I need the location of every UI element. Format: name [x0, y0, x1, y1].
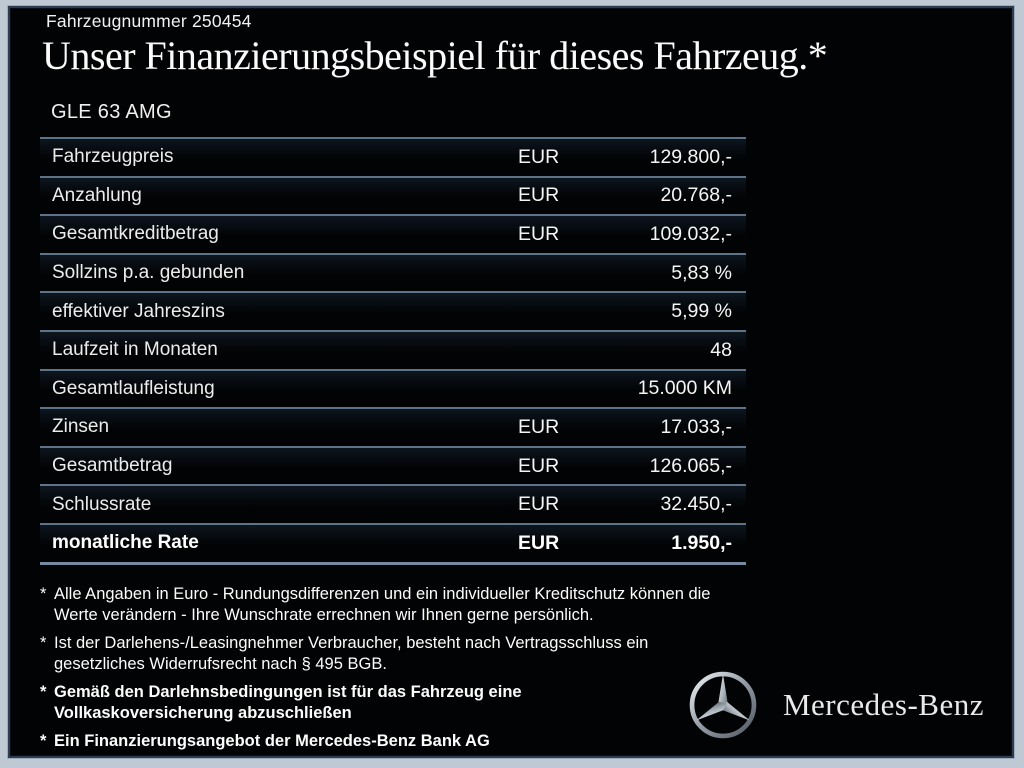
row-amount: EUR 32.450,- [518, 493, 746, 516]
row-value: 15.000 KM [637, 377, 732, 400]
footnote: * Ist der Darlehens-/Leasingnehmer Verbra… [40, 633, 755, 675]
row-value: 48 [710, 338, 732, 361]
table-row: Laufzeit in Monaten 48 [40, 329, 746, 369]
row-amount: EUR 20.768,- [518, 184, 746, 207]
row-label: Sollzins p.a. gebunden [52, 262, 245, 284]
row-value: 32.450,- [660, 493, 732, 516]
row-currency: EUR [518, 454, 560, 477]
brand-logo: Mercedes-Benz [687, 669, 984, 741]
row-amount: 48 [518, 339, 746, 362]
row-label: Schlussrate [52, 493, 152, 515]
content-panel: Fahrzeugnummer 250454 Unser Finanzierung… [8, 6, 1014, 758]
table-row: Schlussrate EUR 32.450,- [40, 484, 746, 523]
table-row: effektiver Jahreszins 5,99 % [40, 291, 746, 330]
row-label: Laufzeit in Monaten [52, 339, 218, 361]
row-value: 17.033,- [660, 415, 732, 438]
row-currency: EUR [518, 145, 560, 168]
table-row: Zinsen EUR 17.033,- [40, 407, 746, 446]
row-value: 1.950,- [671, 531, 732, 554]
row-currency: EUR [518, 531, 560, 554]
row-currency: EUR [518, 493, 560, 516]
footnote-text: Alle Angaben in Euro - Rundungsdifferenz… [54, 585, 711, 624]
row-value: 5,83 % [671, 261, 732, 284]
row-label: Zinsen [52, 416, 110, 438]
table-row: Sollzins p.a. gebunden 5,83 % [40, 252, 746, 292]
table-row: Anzahlung EUR 20.768,- [40, 175, 746, 215]
footnote: * Gemäß den Darlehnsbedingungen ist für d… [40, 682, 755, 724]
footnotes: * Alle Angaben in Euro - Rundungsdifferen… [40, 584, 755, 759]
footnote-marker: * [40, 732, 47, 750]
mercedes-star-icon [689, 671, 757, 739]
row-label: Gesamtkreditbetrag [52, 223, 219, 245]
row-label: Gesamtlaufleistung [52, 377, 215, 399]
row-label: Gesamtbetrag [52, 455, 173, 477]
row-value: 109.032,- [649, 222, 732, 245]
row-label: Fahrzeugpreis [52, 146, 174, 168]
vehicle-model: GLE 63 AMG [51, 101, 172, 123]
brand-wordmark: Mercedes-Benz [782, 687, 984, 722]
footnote: * Alle Angaben in Euro - Rundungsdifferen… [40, 584, 755, 626]
table-row: Gesamtbetrag EUR 126.065,- [40, 445, 746, 485]
footnote-marker: * [40, 634, 47, 652]
row-amount: EUR 17.033,- [518, 416, 746, 439]
row-value: 5,99 % [671, 300, 732, 323]
footnote: * Ein Finanzierungsangebot der Mercedes-B… [40, 731, 755, 752]
footnote-text: Gemäß den Darlehnsbedingungen ist für da… [54, 683, 522, 722]
row-label: effektiver Jahreszins [52, 300, 225, 322]
finance-table: Fahrzeugpreis EUR 129.800,- Anzahlung EUR 20.… [40, 137, 746, 565]
row-label: Anzahlung [52, 184, 142, 206]
row-currency: EUR [518, 415, 560, 438]
page-title: Unser Finanzierungsbeispiel für dieses F… [42, 33, 828, 78]
table-row: Gesamtkreditbetrag EUR 109.032,- [40, 214, 746, 253]
footnote-marker: * [40, 585, 47, 603]
row-amount: EUR 129.800,- [518, 146, 746, 169]
row-currency: EUR [518, 222, 560, 245]
table-row: Gesamtlaufleistung 15.000 KM [40, 368, 746, 408]
footnote-text: Ein Finanzierungsangebot der Mercedes-Be… [54, 732, 490, 750]
row-value: 126.065,- [649, 454, 732, 477]
row-value: 20.768,- [660, 184, 732, 207]
row-amount: EUR 126.065,- [518, 455, 746, 478]
footnote-marker: * [40, 683, 47, 701]
row-amount: 5,99 % [518, 300, 746, 323]
row-amount: EUR 1.950,- [518, 532, 746, 555]
table-row: monatliche Rate EUR 1.950,- [40, 522, 746, 565]
row-value: 129.800,- [649, 145, 732, 168]
vehicle-number: Fahrzeugnummer 250454 [46, 11, 252, 31]
row-amount: 15.000 KM [518, 377, 746, 400]
footnote-text: Ist der Darlehens-/Leasingnehmer Verbrau… [54, 634, 649, 673]
row-amount: EUR 109.032,- [518, 223, 746, 246]
row-amount: 5,83 % [518, 262, 746, 285]
row-currency: EUR [518, 184, 560, 207]
table-row: Fahrzeugpreis EUR 129.800,- [40, 137, 746, 176]
row-label: monatliche Rate [52, 532, 199, 554]
